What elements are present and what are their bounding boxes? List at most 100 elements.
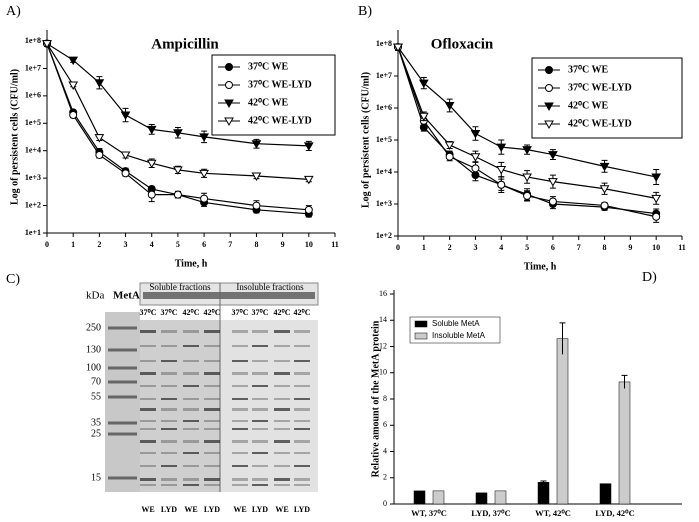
bar (556, 338, 569, 505)
gel-band (140, 452, 156, 454)
marker (173, 129, 183, 138)
gel-band (274, 345, 290, 347)
gel-band (140, 428, 156, 430)
legend-label: 37⁰C WE (568, 64, 609, 75)
marker (444, 141, 455, 150)
bar (494, 490, 507, 505)
gel-band (294, 408, 310, 411)
legend-label: 42⁰C WE (568, 100, 609, 111)
marker (496, 165, 507, 175)
marker (199, 133, 209, 142)
gel-band (183, 360, 199, 362)
y-tick-label: 10 (379, 368, 387, 377)
x-tick-label: LYD, 42⁰C (595, 508, 634, 518)
gel-band (140, 484, 156, 486)
marker (147, 190, 156, 199)
gel-band (183, 398, 199, 400)
gel-band (204, 428, 220, 430)
legend-label: 42⁰C WE (248, 97, 289, 108)
gel-band (140, 398, 156, 400)
panel-label: A) (6, 4, 21, 19)
gel-band (252, 345, 268, 347)
gel-band (294, 385, 310, 387)
gel-band (274, 360, 290, 362)
gel-band (274, 420, 290, 422)
gel-unit: kDa (86, 290, 104, 302)
ladder-band (108, 380, 137, 384)
gel-band (274, 478, 290, 481)
gel-band (161, 360, 177, 362)
marker (95, 150, 104, 159)
gel-band (204, 452, 220, 454)
x-tick-label: WT, 42⁰C (535, 508, 571, 518)
gel-band (183, 428, 199, 430)
marker (600, 201, 609, 210)
gel-band (294, 452, 310, 454)
y-tick-label: 1e+2 (376, 231, 392, 240)
group-label: Soluble fractions (149, 282, 211, 292)
ladder-label: 100 (86, 362, 101, 373)
y-tick-label: 1e+4 (25, 146, 41, 155)
gel-band (252, 398, 268, 400)
gel-band (294, 372, 310, 375)
marker (470, 153, 481, 162)
y-tick-label: 1e+8 (25, 36, 41, 45)
x-tick-label: LYD, 37⁰C (471, 508, 510, 518)
marker (599, 185, 610, 194)
lane-temp: 37⁰C (252, 308, 269, 317)
y-tick-label: 1e+5 (376, 135, 392, 144)
gel-band (294, 478, 310, 481)
error-bar (621, 374, 628, 389)
lane-strain: WE (275, 505, 288, 514)
bar (413, 490, 426, 505)
x-tick-label: 5 (525, 243, 529, 252)
marker (146, 125, 157, 135)
y-tick-label: 1e+6 (25, 91, 41, 100)
ladder-lane (105, 312, 140, 492)
gel-band (161, 330, 177, 333)
ladder-band (108, 348, 137, 352)
gel-band (204, 398, 220, 400)
gel-band (274, 385, 290, 387)
lane-strain: LYD (204, 505, 220, 514)
y-axis-label: Log of persistent cells (CFU/ml) (360, 72, 371, 208)
x-tick-label: 6 (202, 240, 206, 249)
gel-band (294, 440, 310, 443)
lane-temp: 37⁰C (232, 308, 249, 317)
gel-band (294, 398, 310, 400)
bar (599, 483, 612, 505)
gel-band (252, 452, 268, 454)
ladder-band (108, 432, 137, 436)
gel-band (204, 478, 220, 481)
x-tick-label: 6 (551, 243, 555, 252)
marker (94, 79, 105, 88)
lane-temp: 42⁰C (204, 308, 221, 317)
bar (475, 492, 488, 505)
gel-band (274, 465, 290, 467)
ladder-label: 130 (86, 344, 101, 355)
marker (651, 173, 662, 182)
gel-band (140, 345, 156, 347)
gel-band (161, 372, 177, 375)
y-tick-label: 16 (379, 289, 387, 298)
x-tick-label: 11 (331, 240, 339, 249)
marker (651, 194, 662, 204)
ladder-band (108, 326, 137, 330)
marker (522, 146, 532, 155)
marker-lane-label: MetA (113, 290, 140, 302)
gel-band (161, 465, 177, 467)
marker (120, 151, 131, 160)
gel-band (252, 360, 268, 362)
lane-temp: 42⁰C (274, 308, 291, 317)
error-bar (559, 322, 566, 355)
y-tick-label: 1e+6 (376, 103, 392, 112)
marker (199, 169, 209, 179)
y-tick-label: 1e+8 (376, 39, 392, 48)
gel-band (183, 478, 199, 481)
gel-panel: C) kDa MetA Soluble fractions Insoluble … (6, 272, 319, 514)
series (394, 43, 661, 223)
gel-band (183, 385, 199, 387)
gel-band (232, 345, 248, 347)
ladder-label: 250 (86, 322, 101, 333)
lane-strain: WE (141, 505, 154, 514)
